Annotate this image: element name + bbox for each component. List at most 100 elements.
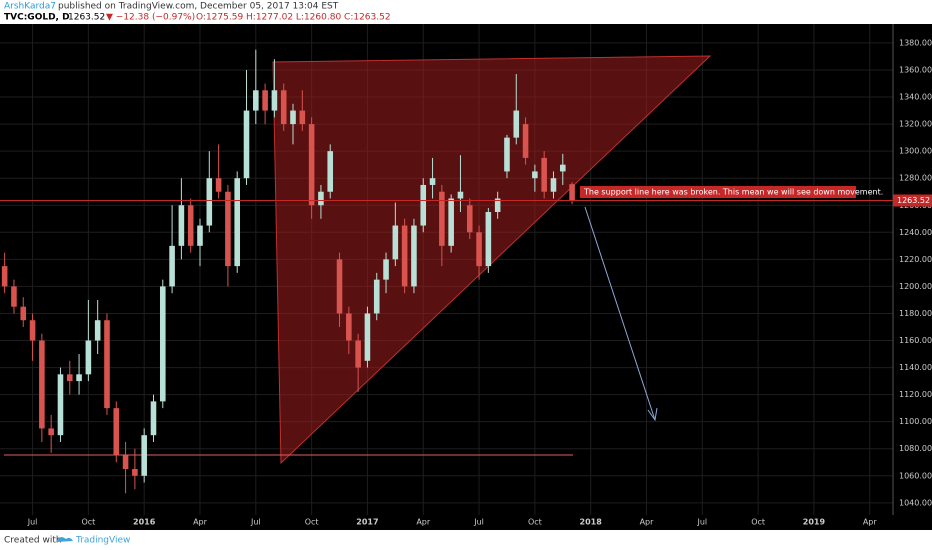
candle-body: [476, 232, 482, 267]
candle-body: [485, 212, 492, 267]
x-tick-label: Oct: [528, 518, 542, 527]
footer-bg: [0, 530, 932, 550]
y-tick-label: 1300.00: [899, 147, 932, 156]
candle-body: [206, 178, 213, 226]
annotation-bg: [580, 186, 856, 198]
candle-body: [48, 428, 54, 436]
y-tick-label: 1160.00: [899, 336, 932, 345]
x-tick-label: 2019: [803, 518, 826, 527]
y-tick-label: 1040.00: [899, 498, 932, 507]
candle-body: [504, 137, 510, 172]
candle-body: [11, 286, 17, 307]
candle-body: [122, 455, 129, 470]
candle-body: [169, 245, 175, 287]
candle-body: [494, 198, 501, 213]
arrow-head: [647, 407, 658, 422]
published: published on TradingView.com, December 0…: [58, 2, 339, 12]
candle-body: [541, 157, 547, 192]
x-tick-label: Oct: [751, 518, 765, 527]
candle-body: [85, 340, 92, 375]
candle-body: [94, 320, 101, 341]
candle-body: [308, 124, 315, 206]
author[interactable]: ArshKarda7: [4, 2, 56, 12]
candle-body: [225, 191, 231, 267]
candle-body: [513, 110, 520, 138]
y-tick-label: 1120.00: [899, 390, 932, 399]
candle-body: [29, 320, 36, 341]
candle-body: [262, 90, 268, 111]
candle-body: [569, 184, 575, 201]
x-tick-label: Apr: [416, 518, 431, 527]
axes: 1040.00 1060.00 1080.00 1100.00 1120.00 1140.…: [27, 24, 932, 527]
y-tick-label: 1080.00: [899, 444, 932, 453]
candle-body: [532, 171, 538, 179]
candle-body: [346, 313, 352, 341]
candle-body: [411, 225, 417, 287]
candle-body: [159, 286, 166, 402]
x-tick-label: Oct: [81, 518, 95, 527]
candles: [0, 49, 893, 494]
candle-body: [132, 469, 138, 476]
candle-body: [299, 110, 306, 125]
candle-body: [150, 401, 157, 436]
logo: [56, 537, 73, 542]
footer-brand[interactable]: TradingView: [75, 536, 130, 546]
y-tick-label: 1240.00: [899, 228, 932, 237]
candle-body: [559, 164, 566, 172]
x-tick-label: Jul: [250, 518, 261, 527]
candle-body: [66, 374, 73, 382]
candle-body: [383, 259, 389, 280]
y-tick-label: 1380.00: [899, 38, 932, 47]
y-tick-label: 1060.00: [899, 471, 932, 480]
y-tick-label: 1360.00: [899, 65, 932, 74]
x-tick-label: Jul: [27, 518, 38, 527]
candle-body: [178, 205, 185, 246]
footer-created: Created with: [4, 536, 62, 546]
symbol: TVC:GOLD, D: [4, 13, 70, 23]
candle-body: [197, 225, 203, 246]
candle-body: [57, 374, 64, 436]
last-price-box: [893, 194, 932, 207]
y-tick-label: 1220.00: [899, 255, 932, 264]
y-tick-label: 1340.00: [899, 93, 932, 102]
y-tick-label: 1280.00: [899, 174, 932, 183]
candle-body: [280, 90, 287, 125]
x-tick-label: Oct: [305, 518, 319, 527]
x-tick-label: 2018: [580, 518, 603, 527]
candle-body: [364, 313, 371, 361]
candle-body: [271, 90, 278, 111]
candle-body: [215, 178, 222, 192]
candle-body: [355, 340, 361, 368]
candle-body: [327, 151, 334, 192]
last-price-label: 1263.52: [897, 196, 930, 205]
x-tick-label: Jul: [473, 518, 484, 527]
change: ▼ −12.38 (−0.97%): [106, 13, 195, 23]
candle-body: [1, 266, 8, 287]
y-tick-label: 1100.00: [899, 417, 932, 426]
arrow-line: [584, 206, 656, 421]
x-tick-label: Apr: [863, 518, 878, 527]
candle-body: [318, 191, 324, 206]
candle-body: [522, 124, 529, 158]
candle-body: [457, 191, 464, 199]
candle-body: [187, 205, 194, 246]
candle-body: [234, 178, 240, 267]
candle-body: [439, 191, 445, 246]
triangle-drawing: [272, 55, 712, 465]
candle-body: [113, 408, 120, 456]
candle-body: [550, 178, 557, 192]
candle-body: [420, 184, 427, 226]
y-tick-label: 1320.00: [899, 120, 932, 129]
candle-body: [20, 306, 27, 321]
candle-body: [39, 340, 45, 429]
y-tick-label: 1200.00: [899, 282, 932, 291]
candle-body: [290, 110, 296, 125]
candle-body: [392, 225, 399, 260]
y-tick-label: 1180.00: [899, 309, 932, 318]
x-tick-label: 2016: [133, 518, 156, 527]
candle-body: [466, 205, 473, 233]
candle-body: [401, 225, 408, 287]
candle-body: [104, 320, 110, 409]
